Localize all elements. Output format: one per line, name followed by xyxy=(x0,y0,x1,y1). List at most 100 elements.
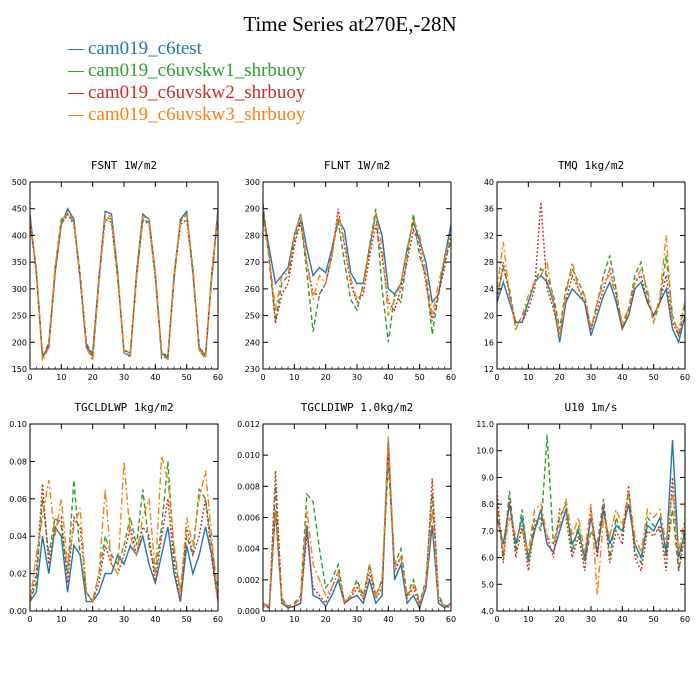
legend: cam019_c6test cam019_c6uvskw1_shrbuoy ca… xyxy=(68,38,305,126)
plot-frame xyxy=(262,181,452,370)
series-line xyxy=(30,207,218,360)
panel-title: TMQ 1kg/m2 xyxy=(558,159,624,172)
plot-frame xyxy=(29,181,219,370)
y-tick-label: 8.0 xyxy=(481,500,494,509)
x-tick-label: 10 xyxy=(523,615,533,624)
series-line xyxy=(497,255,685,336)
x-tick-label: 20 xyxy=(88,615,98,624)
x-tick-label: 60 xyxy=(446,373,456,382)
y-tick-label: 0.000 xyxy=(237,607,260,616)
y-tick-label: 0.06 xyxy=(9,495,27,504)
legend-label: cam019_c6test xyxy=(88,38,202,59)
x-tick-label: 10 xyxy=(289,615,299,624)
series-line xyxy=(30,455,218,604)
x-tick-label: 10 xyxy=(56,373,66,382)
legend-swatch xyxy=(68,92,84,94)
y-tick-label: 280 xyxy=(245,231,260,240)
x-tick-label: 60 xyxy=(446,615,456,624)
y-tick-label: 0.10 xyxy=(9,420,27,429)
y-tick-label: 200 xyxy=(12,338,27,347)
y-tick-label: 16 xyxy=(484,338,494,347)
chart-panel: FLNT 1W/m2 0 10 20 30 40 50 60 230 240 250 260 270 28… xyxy=(245,159,456,382)
x-tick-label: 50 xyxy=(649,373,659,382)
y-tick-label: 0.002 xyxy=(237,576,260,585)
y-tick-label: 290 xyxy=(245,205,260,214)
x-tick-label: 40 xyxy=(150,615,160,624)
legend-label: cam019_c6uvskw3_shrbuoy xyxy=(88,104,306,125)
y-tick-label: 20 xyxy=(484,312,494,321)
series-line xyxy=(263,203,451,343)
x-tick-label: 30 xyxy=(119,615,129,624)
y-tick-label: 240 xyxy=(245,338,260,347)
series-line xyxy=(263,213,451,316)
legend-item: cam019_c6uvskw3_shrbuoy xyxy=(68,104,305,126)
y-tick-label: 32 xyxy=(484,231,494,240)
x-tick-label: 40 xyxy=(383,615,393,624)
y-tick-label: 450 xyxy=(12,205,27,214)
y-tick-label: 4.0 xyxy=(481,607,494,616)
series-line xyxy=(30,461,218,604)
y-tick-label: 11.0 xyxy=(476,420,494,429)
x-tick-label: 0 xyxy=(494,615,499,624)
y-tick-label: 12 xyxy=(484,365,494,374)
x-tick-label: 0 xyxy=(260,615,265,624)
chart-panel: TGCLDLWP 1kg/m2 0 10 20 30 40 50 60 0.00 0.02 0.04… xyxy=(9,401,223,624)
panel-title: TGCLDIWP 1.0kg/m2 xyxy=(301,401,414,414)
x-tick-label: 0 xyxy=(494,373,499,382)
x-tick-label: 20 xyxy=(555,373,565,382)
y-tick-label: 0.004 xyxy=(237,545,260,554)
legend-label: cam019_c6uvskw2_shrbuoy xyxy=(88,82,306,103)
x-tick-label: 60 xyxy=(680,615,690,624)
y-tick-label: 5.0 xyxy=(481,580,494,589)
panel-title: FSNT 1W/m2 xyxy=(91,159,157,172)
x-tick-label: 50 xyxy=(415,615,425,624)
x-tick-label: 30 xyxy=(352,615,362,624)
series-line xyxy=(263,213,451,304)
y-tick-label: 270 xyxy=(245,258,260,267)
legend-swatch xyxy=(68,48,84,50)
plot-frame xyxy=(496,181,686,370)
y-tick-label: 9.0 xyxy=(481,473,494,482)
y-tick-label: 0.08 xyxy=(9,457,27,466)
x-tick-label: 40 xyxy=(617,373,627,382)
x-tick-label: 20 xyxy=(321,373,331,382)
series-line xyxy=(497,490,685,596)
series-line xyxy=(263,208,451,324)
x-tick-label: 20 xyxy=(321,615,331,624)
x-tick-label: 30 xyxy=(119,373,129,382)
x-tick-label: 10 xyxy=(523,373,533,382)
y-tick-label: 0.012 xyxy=(237,420,260,429)
y-tick-label: 0.008 xyxy=(237,482,260,491)
x-tick-label: 20 xyxy=(555,615,565,624)
legend-swatch xyxy=(68,114,84,116)
x-tick-label: 60 xyxy=(213,373,223,382)
legend-item: cam019_c6uvskw1_shrbuoy xyxy=(68,60,305,82)
x-tick-label: 30 xyxy=(586,373,596,382)
series-line xyxy=(497,434,685,571)
x-tick-label: 30 xyxy=(352,373,362,382)
chart-panel: FSNT 1W/m2 0 10 20 30 40 50 60 150 200 250 300 350 40… xyxy=(12,159,223,382)
y-tick-label: 28 xyxy=(484,258,494,267)
x-tick-label: 20 xyxy=(88,373,98,382)
x-tick-label: 60 xyxy=(680,373,690,382)
x-tick-label: 50 xyxy=(182,373,192,382)
panel-title: FLNT 1W/m2 xyxy=(324,159,390,172)
y-tick-label: 0.010 xyxy=(237,451,260,460)
legend-label: cam019_c6uvskw1_shrbuoy xyxy=(88,60,306,81)
x-tick-label: 50 xyxy=(182,615,192,624)
x-tick-label: 10 xyxy=(289,373,299,382)
legend-swatch xyxy=(68,70,84,72)
x-tick-label: 50 xyxy=(649,615,659,624)
series-line xyxy=(30,210,218,364)
y-tick-label: 10.0 xyxy=(476,447,494,456)
x-tick-label: 40 xyxy=(150,373,160,382)
y-tick-label: 230 xyxy=(245,365,260,374)
x-tick-label: 0 xyxy=(27,615,32,624)
y-tick-label: 0.04 xyxy=(9,532,27,541)
y-tick-label: 500 xyxy=(12,178,27,187)
y-tick-label: 0.006 xyxy=(237,514,260,523)
y-tick-label: 350 xyxy=(12,258,27,267)
y-tick-label: 400 xyxy=(12,231,27,240)
series-line xyxy=(263,436,451,608)
